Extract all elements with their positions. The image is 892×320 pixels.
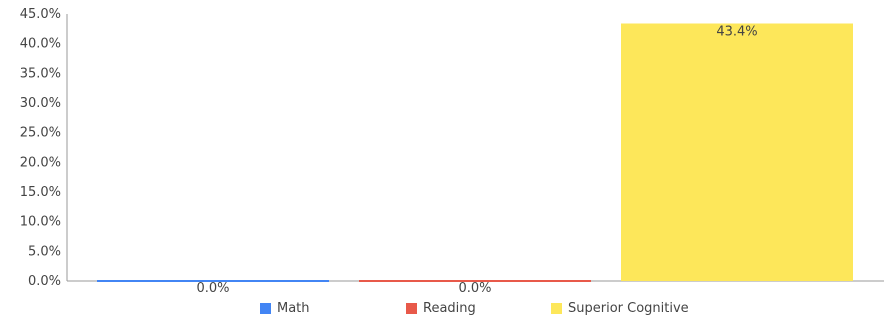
y-tick-label: 30.0% xyxy=(20,96,61,111)
y-tick-label: 20.0% xyxy=(20,155,61,170)
bars xyxy=(97,23,853,282)
legend-swatch-math xyxy=(260,302,271,314)
bar-math[interactable] xyxy=(97,280,329,282)
legend-label-math: Math xyxy=(277,300,310,316)
data-label-reading: 0.0% xyxy=(458,281,491,296)
y-tick-label: 35.0% xyxy=(20,66,61,81)
legend-label-superior-cognitive: Superior Cognitive xyxy=(568,300,689,316)
data-label-math: 0.0% xyxy=(196,281,229,296)
bar-superior-cognitive[interactable] xyxy=(621,23,853,281)
legend-item-math[interactable]: Math xyxy=(260,298,310,318)
y-axis-ticks: 0.0% 5.0% 10.0% 15.0% 20.0% 25.0% 30.0% 35.0% 40… xyxy=(20,7,61,289)
data-labels: 0.0% 0.0% 43.4% xyxy=(196,24,757,296)
legend-label-reading: Reading xyxy=(423,300,476,316)
y-tick-label: 15.0% xyxy=(20,185,61,200)
y-tick-label: 10.0% xyxy=(20,215,61,230)
legend-item-superior-cognitive[interactable]: Superior Cognitive xyxy=(551,298,689,318)
y-tick-label: 5.0% xyxy=(28,244,61,259)
y-tick-label: 25.0% xyxy=(20,126,61,141)
bar-chart: 0.0% 5.0% 10.0% 15.0% 20.0% 25.0% 30.0% 35.0% 40… xyxy=(20,7,884,296)
y-tick-label: 0.0% xyxy=(28,274,61,289)
y-tick-label: 45.0% xyxy=(20,7,61,22)
legend: Math Reading Superior Cognitive xyxy=(0,298,892,318)
legend-swatch-superior-cognitive xyxy=(551,302,562,314)
y-tick-label: 40.0% xyxy=(20,37,61,52)
legend-swatch-reading xyxy=(406,302,417,314)
bar-reading[interactable] xyxy=(359,280,591,282)
data-label-superior-cognitive: 43.4% xyxy=(716,24,757,39)
legend-item-reading[interactable]: Reading xyxy=(406,298,476,318)
